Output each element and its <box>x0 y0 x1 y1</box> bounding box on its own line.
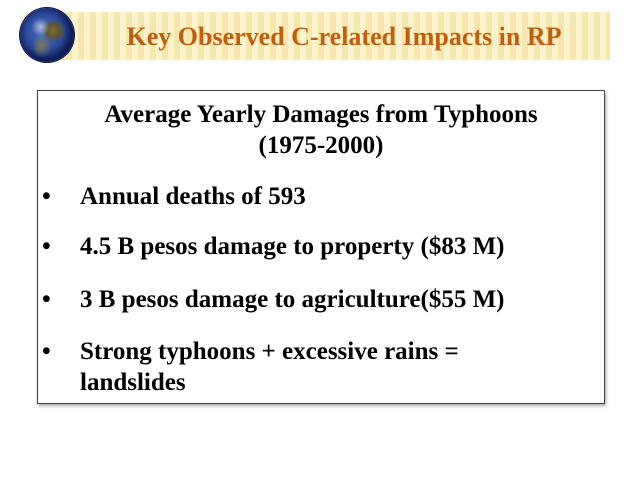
bullet-marker: • <box>42 183 51 210</box>
bullet-text: 4.5 B pesos damage to property ($83 M) <box>80 233 505 260</box>
globe-icon <box>20 8 74 62</box>
section-heading-line-2: (1975-2000) <box>258 132 384 159</box>
title-band <box>48 12 610 60</box>
section-heading-line-1: Average Yearly Damages from Typhoons <box>104 101 538 128</box>
bullet-text: Strong typhoons + excessive rains = land… <box>80 338 459 396</box>
bullet-marker: • <box>42 286 51 313</box>
section-heading: Average Yearly Damages from Typhoons (19… <box>38 99 604 161</box>
bullet-text: Annual deaths of 593 <box>80 183 306 210</box>
content-box: Average Yearly Damages from Typhoons (19… <box>37 90 605 404</box>
slide-title: Key Observed C-related Impacts in RP <box>126 22 562 51</box>
bullet-marker: • <box>42 233 51 260</box>
bullet-text: 3 B pesos damage to agriculture($55 M) <box>80 286 505 313</box>
bullet-marker: • <box>42 338 51 365</box>
